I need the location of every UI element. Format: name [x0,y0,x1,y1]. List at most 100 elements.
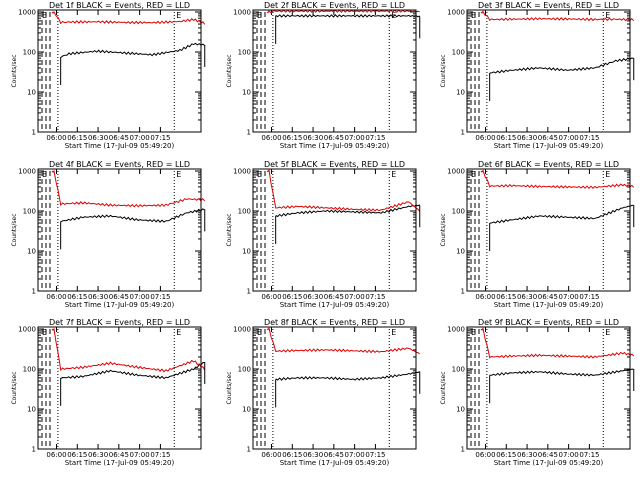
x-tick-label: 06:30 [303,134,323,142]
top-marker-label: E [391,170,396,179]
y-tick-label: 1000 [233,326,251,334]
events-series-line [489,368,634,377]
y-tick-label: 1 [461,288,465,296]
y-tick-label: 100 [238,49,251,57]
x-tick-label: 06:45 [109,134,129,142]
y-tick-label: 10 [27,89,36,97]
x-tick-label: 06:15 [282,134,302,142]
x-tick-label: 07:15 [150,451,170,459]
x-axis-label: Start Time (17-Jul-09 05:49:20) [280,142,390,150]
x-tick-label: 07:00 [130,451,150,459]
y-tick-label: 100 [238,366,251,374]
x-tick-label: 06:45 [324,293,344,301]
chart-panel-5: Det 5f BLACK = Events, RED = LLD 1 10 100 10… [226,160,421,309]
chart-title: Det 1f BLACK = Events, RED = LLD [49,1,190,10]
y-tick-label: 1000 [18,9,36,17]
x-tick-label: 06:30 [517,134,537,142]
x-tick-label: 06:30 [303,293,323,301]
x-tick-label: 06:15 [67,293,87,301]
chart-panel-4: Det 4f BLACK = Events, RED = LLD 1 10 100 10… [11,160,206,309]
y-axis-label: Counts/sec [440,213,447,246]
y-axis-label: Counts/sec [440,54,447,87]
lld-series-line [51,11,206,25]
y-tick-label: 10 [242,248,251,256]
y-axis-label: Counts/sec [226,371,233,404]
top-marker-label: E [605,11,610,20]
x-tick-label: 07:00 [345,451,365,459]
lld-series-line [480,327,635,359]
top-marker-label: E [471,328,476,337]
chart-title: Det 5f BLACK = Events, RED = LLD [264,160,405,169]
x-tick-label: 06:15 [496,293,516,301]
y-tick-label: 10 [242,89,251,97]
y-tick-label: 10 [456,89,465,97]
y-tick-label: 1000 [447,326,465,334]
events-series-line [60,361,205,380]
y-tick-label: 1000 [447,168,465,176]
lld-series-line [51,327,206,373]
x-tick-label: 06:00 [475,293,495,301]
lld-series-line [51,169,206,208]
plot-frame [252,168,417,292]
plot-frame [466,168,631,292]
x-axis-label: Start Time (17-Jul-09 05:49:20) [280,301,390,309]
lld-series-line [266,168,421,212]
y-tick-label: 100 [23,208,36,216]
y-axis-label: Counts/sec [440,371,447,404]
x-tick-label: 07:00 [345,134,365,142]
chart-panel-9: Det 9f BLACK = Events, RED = LLD 1 10 100 10… [440,318,635,467]
top-marker-label: E [605,170,610,179]
x-axis-label: Start Time (17-Jul-09 05:49:20) [65,301,175,309]
chart-title: Det 6f BLACK = Events, RED = LLD [478,160,619,169]
y-axis-label: Counts/sec [11,54,18,87]
y-tick-label: 1 [247,288,251,296]
events-series-line [489,57,634,74]
y-tick-label: 100 [452,49,465,57]
events-series-line [60,42,206,58]
events-series-line [489,204,634,224]
top-marker-label: E [257,11,262,20]
y-tick-label: 1 [32,446,36,454]
x-tick-label: 07:00 [559,451,579,459]
chart-panel-7: Det 7f BLACK = Events, RED = LLD 1 10 100 10… [11,318,206,467]
x-tick-label: 06:15 [496,451,516,459]
x-tick-label: 07:15 [150,134,170,142]
x-tick-label: 06:00 [261,451,281,459]
y-tick-label: 1000 [18,168,36,176]
y-tick-label: 10 [456,406,465,414]
x-tick-label: 07:15 [579,293,599,301]
y-axis-label: Counts/sec [226,213,233,246]
chart-title: Det 8f BLACK = Events, RED = LLD [264,318,405,327]
chart-panel-8: Det 8f BLACK = Events, RED = LLD 1 10 100 10… [226,318,421,467]
x-tick-label: 07:15 [579,134,599,142]
top-marker-label: E [605,328,610,337]
x-tick-label: 06:45 [109,293,129,301]
x-tick-label: 06:15 [67,134,87,142]
y-tick-label: 10 [242,406,251,414]
plot-frame [466,9,631,133]
x-tick-label: 07:15 [365,134,385,142]
x-tick-label: 06:00 [46,134,66,142]
events-series-line [275,370,420,381]
events-series-line [275,14,420,18]
x-tick-label: 06:00 [261,134,281,142]
plot-frame [466,326,631,450]
top-marker-label: E [176,328,181,337]
x-tick-label: 06:00 [475,134,495,142]
x-axis-label: Start Time (17-Jul-09 05:49:20) [494,459,604,467]
y-tick-label: 1 [461,129,465,137]
x-tick-label: 06:45 [538,134,558,142]
chart-title: Det 4f BLACK = Events, RED = LLD [49,160,190,169]
chart-panel-2: Det 2f BLACK = Events, RED = LLD 1 10 100 10… [226,1,421,150]
plot-frame [37,326,202,450]
y-tick-label: 10 [27,248,36,256]
x-tick-label: 06:15 [282,293,302,301]
y-axis-label: Counts/sec [226,54,233,87]
x-tick-label: 07:15 [365,451,385,459]
top-marker-label: E [176,170,181,179]
lld-series-line [266,9,420,14]
y-tick-label: 1 [461,446,465,454]
x-tick-label: 06:15 [67,451,87,459]
events-series-line [60,208,205,223]
chart-panel-6: Det 6f BLACK = Events, RED = LLD 1 10 100 10… [440,160,635,309]
